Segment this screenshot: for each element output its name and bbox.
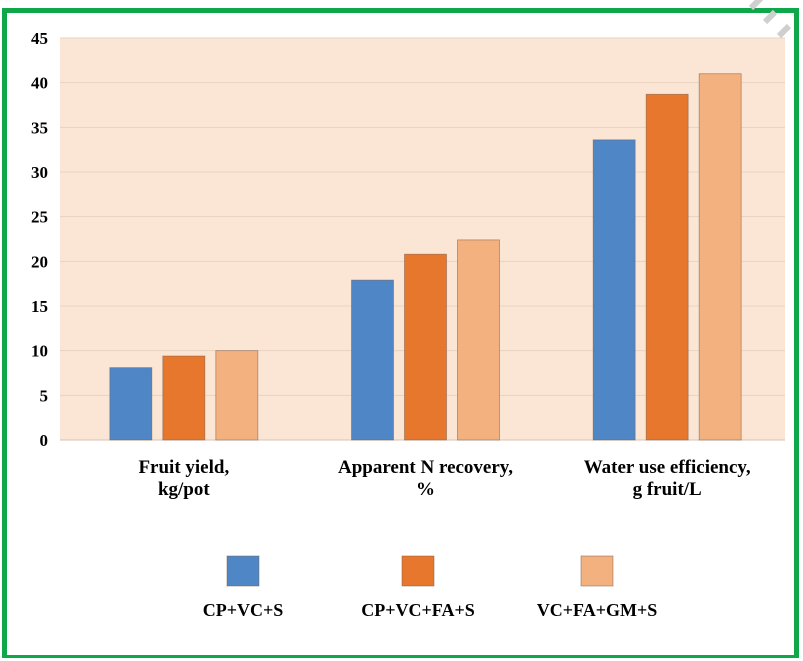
y-tick-label: 0: [40, 431, 49, 450]
y-tick-label: 10: [31, 342, 48, 361]
x-axis-categories: Fruit yield, kg/pot Apparent N recovery, % W…: [138, 457, 750, 500]
legend-swatch: [401, 555, 435, 587]
x-category-label-line: %: [416, 479, 435, 500]
x-category-label: Apparent N recovery,%: [338, 457, 513, 500]
y-tick-label: 5: [40, 386, 49, 405]
y-tick-label: 20: [31, 252, 48, 271]
bars: [109, 73, 742, 441]
legend-label: CP+VC+FA+S: [361, 600, 474, 620]
x-category-label-line: kg/pot: [158, 479, 210, 500]
y-tick-label: 15: [31, 297, 48, 316]
legend: CP+VC+S CP+VC+FA+S VC+FA+GM+S: [203, 555, 657, 620]
bar: [457, 239, 500, 441]
x-category-label: Fruit yield, kg/pot: [138, 457, 229, 500]
bar: [215, 350, 259, 441]
bar: [645, 93, 689, 441]
y-tick-label: 25: [31, 208, 48, 227]
y-tick-label: 30: [31, 163, 48, 182]
x-category-label-line: Water use efficiency,: [584, 457, 751, 478]
legend-swatch: [580, 555, 614, 587]
y-tick-label: 40: [31, 74, 48, 93]
bar: [698, 73, 742, 441]
legend-label: VC+FA+GM+S: [537, 600, 657, 620]
y-tick-label: 35: [31, 118, 48, 137]
legend-label: CP+VC+S: [203, 600, 284, 620]
x-category-label-line: Fruit yield,: [138, 457, 229, 478]
bar: [162, 355, 206, 441]
legend-swatch: [226, 555, 260, 587]
y-axis-ticks: 0 5 10 15 20 25 30 35 40 45: [31, 29, 48, 450]
corner-decoration: [748, 0, 792, 39]
y-tick-label: 45: [31, 29, 48, 48]
x-category-label-line: Apparent N recovery,: [338, 457, 513, 478]
bar: [404, 253, 447, 441]
bar: [351, 279, 394, 441]
x-category-label: Water use efficiency, g fruit/L: [584, 457, 751, 500]
bar: [109, 367, 153, 441]
bar: [592, 139, 636, 441]
x-category-label-line: g fruit/L: [633, 479, 702, 500]
